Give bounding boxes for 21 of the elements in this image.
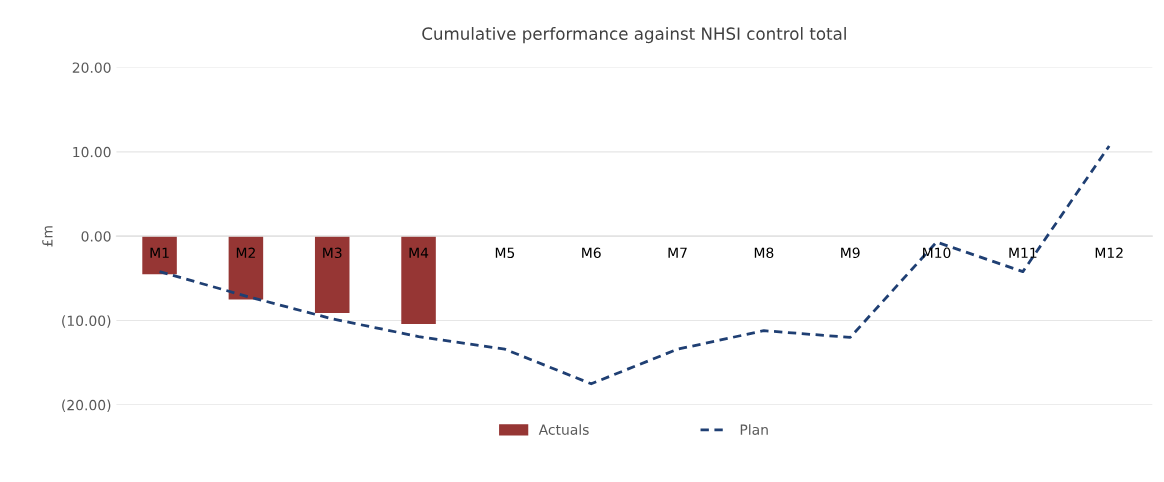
x-tick-label: M9	[841, 247, 860, 259]
x-tick-label: M2	[236, 247, 255, 258]
x-tick-label: M11	[1009, 247, 1037, 258]
legend-label: Actuals	[538, 424, 589, 435]
x-tick-label: M1	[150, 247, 169, 258]
x-tick-label: M10	[923, 247, 951, 259]
y-tick-label: (20.00)	[62, 399, 111, 412]
legend-label: Plan	[740, 424, 768, 435]
y-tick-label: (10.00)	[62, 315, 111, 328]
x-tick-label: M6	[582, 247, 601, 259]
x-tick-label: M12	[1095, 247, 1123, 258]
y-axis-title: £m	[42, 226, 53, 247]
y-tick-label: 0.00	[81, 231, 111, 242]
x-tick-label: M7	[668, 247, 687, 258]
chart-title: Cumulative performance against NHSI control total	[422, 27, 846, 44]
x-tick-label: M5	[495, 247, 515, 259]
x-tick-label: M4	[409, 247, 429, 258]
y-tick-label: 10.00	[73, 146, 111, 158]
y-tick-label: 20.00	[72, 62, 111, 73]
x-tick-label: M3	[323, 247, 342, 259]
x-tick-label: M8	[754, 247, 774, 259]
